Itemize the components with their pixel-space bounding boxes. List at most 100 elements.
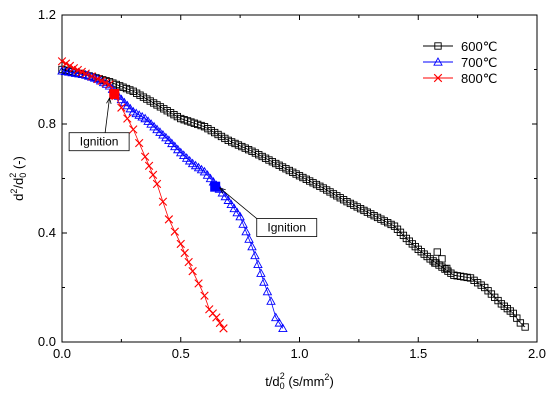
ylabel-sup: 2 (9, 189, 19, 194)
annotation-label: Ignition (267, 221, 306, 235)
data-point (244, 234, 254, 243)
y-axis-label: d2/d02 (-) (8, 156, 28, 201)
data-point (57, 57, 67, 66)
x-tick-label: 1.5 (409, 346, 427, 361)
annotation-arrowhead (106, 97, 112, 104)
data-point (217, 187, 228, 197)
legend-label: 600℃ (461, 39, 497, 54)
xlabel-unit-sup: 2 (324, 372, 329, 382)
data-point (516, 319, 525, 327)
data-point (184, 257, 193, 267)
data-point (266, 296, 276, 305)
data-point (105, 80, 114, 89)
data-point (180, 248, 189, 258)
legend-label: 700℃ (461, 55, 497, 70)
data-point (176, 239, 185, 249)
data-point (232, 207, 242, 217)
annotation: Ignition (219, 187, 318, 237)
data-point (250, 250, 260, 260)
x-tick-label: 2.0 (528, 346, 546, 361)
ylabel-sup2: 2 (8, 173, 18, 178)
data-point (278, 323, 288, 333)
data-point (235, 211, 245, 221)
data-point (170, 227, 180, 236)
annotation-arrowhead (219, 187, 226, 194)
x-tick-label: 1.0 (290, 346, 308, 361)
ignition-marker (210, 181, 221, 192)
xlabel-close: ) (329, 374, 333, 389)
data-point (431, 259, 439, 267)
data-point (220, 191, 231, 201)
data-point (116, 94, 127, 104)
data-point (129, 125, 138, 134)
annotation-box (256, 218, 318, 237)
xlabel-unit: (s/mm (285, 374, 325, 389)
data-point (164, 215, 174, 224)
xlabel-base: t/d (265, 374, 279, 389)
legend-entry: 800℃ (423, 71, 497, 86)
axis-ticks: 0.0 0.5 1.0 1.5 2.0 0.0 0.4 0.8 1.2 (38, 7, 546, 361)
ignition-marker (109, 89, 120, 100)
data-point (521, 323, 529, 331)
data-point (226, 199, 236, 209)
data-point (433, 248, 441, 256)
legend-marker (433, 57, 443, 66)
data-point (87, 72, 96, 81)
data-point (199, 166, 210, 176)
annotation-arrow (104, 98, 110, 133)
data-point (219, 324, 228, 333)
data-point (200, 291, 209, 300)
data-point (256, 268, 266, 277)
xlabel-sup: 2 (280, 371, 285, 381)
data-point (259, 277, 269, 286)
y-tick-label: 0.0 (38, 334, 56, 349)
annotation-layer: Ignition Ignition (68, 97, 318, 237)
data-point (229, 203, 239, 213)
legend-label: 800℃ (461, 71, 497, 86)
data-point (148, 170, 158, 180)
annotation: Ignition (68, 97, 130, 152)
data-point (253, 259, 263, 268)
series-layer (57, 57, 529, 333)
data-point (270, 312, 281, 322)
data-point (144, 161, 154, 170)
data-point (170, 141, 180, 151)
data-point (81, 69, 90, 78)
data-point (123, 114, 132, 123)
legend-entry: 600℃ (423, 39, 497, 54)
xlabel-sub: 0 (280, 381, 285, 391)
data-point (212, 313, 221, 322)
data-point (188, 266, 197, 276)
y-tick-label: 1.2 (38, 7, 56, 22)
ylabel-slash: /d (11, 178, 26, 189)
data-point (247, 241, 257, 251)
x-axis-label: t/d02 (s/mm2) (265, 371, 334, 391)
annotation-label: Ignition (80, 135, 119, 149)
series-1 (57, 65, 288, 333)
data-point (241, 226, 251, 236)
data-point (438, 255, 446, 263)
data-point (125, 103, 136, 113)
ylabel-base: d (11, 194, 26, 201)
data-point (61, 59, 71, 68)
data-point (274, 317, 285, 327)
data-point (443, 264, 451, 273)
data-point (238, 219, 248, 228)
data-point (194, 279, 203, 288)
data-point (167, 138, 177, 148)
data-point (215, 318, 225, 328)
x-tick-label: 0.5 (172, 346, 190, 361)
data-point (134, 138, 144, 148)
legend-marker (434, 42, 442, 50)
x-tick-label: 0.0 (53, 346, 71, 361)
data-point (173, 144, 183, 154)
legend-marker (433, 73, 443, 83)
annotation-box (68, 132, 130, 152)
series-2 (57, 57, 228, 333)
y-tick-label: 0.4 (38, 225, 56, 240)
data-point (140, 152, 150, 161)
data-point (164, 135, 174, 145)
data-point (202, 170, 213, 179)
